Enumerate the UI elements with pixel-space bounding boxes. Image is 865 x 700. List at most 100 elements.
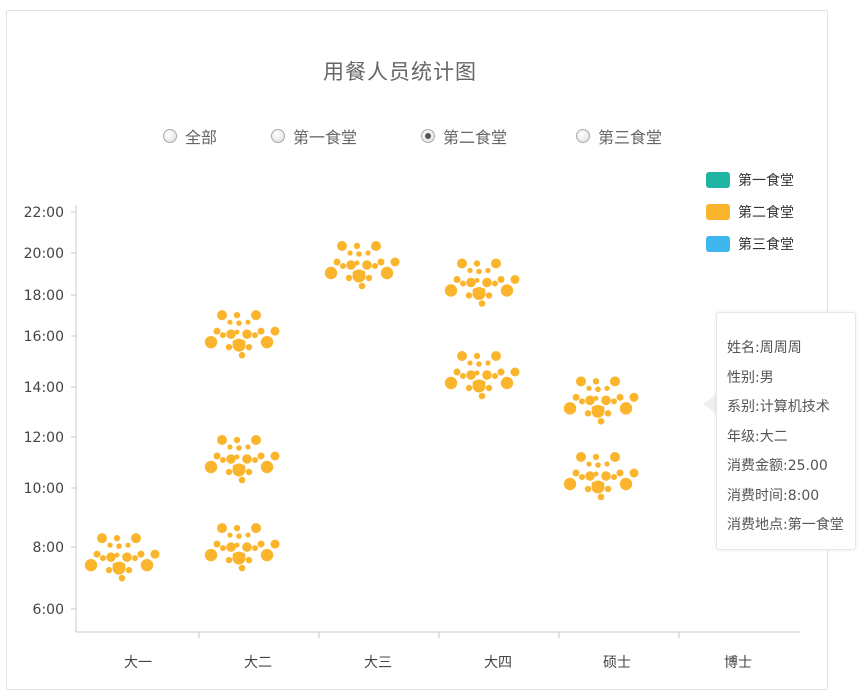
data-point[interactable] <box>260 548 274 562</box>
data-point[interactable] <box>122 552 132 562</box>
data-point[interactable] <box>116 543 122 549</box>
data-point[interactable] <box>252 545 258 552</box>
data-point[interactable] <box>465 292 473 299</box>
data-point[interactable] <box>100 555 106 562</box>
data-point[interactable] <box>118 574 126 582</box>
data-point[interactable] <box>585 471 595 481</box>
data-point[interactable] <box>252 457 258 463</box>
data-cluster[interactable] <box>563 376 639 425</box>
data-point[interactable] <box>629 468 639 478</box>
data-point[interactable] <box>84 558 98 572</box>
data-point[interactable] <box>225 468 233 476</box>
data-cluster[interactable] <box>563 452 639 501</box>
data-point[interactable] <box>597 418 605 425</box>
data-point[interactable] <box>476 268 482 275</box>
data-point[interactable] <box>245 532 251 538</box>
data-point[interactable] <box>480 380 486 386</box>
data-point[interactable] <box>105 566 113 574</box>
data-point[interactable] <box>240 339 246 345</box>
data-point[interactable] <box>213 452 221 460</box>
data-point[interactable] <box>112 562 118 568</box>
data-point[interactable] <box>234 329 240 335</box>
data-point[interactable] <box>576 452 586 462</box>
data-point[interactable] <box>227 444 233 450</box>
data-point[interactable] <box>226 454 236 464</box>
data-point[interactable] <box>592 378 600 385</box>
data-point[interactable] <box>610 376 620 387</box>
data-point[interactable] <box>236 320 242 326</box>
data-point[interactable] <box>457 258 467 269</box>
data-point[interactable] <box>232 339 238 345</box>
data-point[interactable] <box>234 454 240 460</box>
data-point[interactable] <box>365 274 373 282</box>
data-point[interactable] <box>236 445 242 451</box>
data-point[interactable] <box>233 524 241 532</box>
data-point[interactable] <box>252 332 258 339</box>
data-point[interactable] <box>492 373 498 379</box>
data-point[interactable] <box>601 395 611 406</box>
data-point[interactable] <box>474 370 480 376</box>
data-point[interactable] <box>371 241 381 251</box>
data-point[interactable] <box>579 398 585 405</box>
data-point[interactable] <box>466 277 476 288</box>
data-point[interactable] <box>240 552 246 558</box>
data-point[interactable] <box>472 380 478 386</box>
data-point[interactable] <box>132 555 138 562</box>
data-point[interactable] <box>270 451 280 461</box>
data-point[interactable] <box>347 250 353 256</box>
data-point[interactable] <box>217 523 227 534</box>
data-point[interactable] <box>242 329 252 339</box>
data-point[interactable] <box>365 250 371 256</box>
data-point[interactable] <box>616 393 624 401</box>
data-point[interactable] <box>572 469 580 477</box>
data-point[interactable] <box>345 274 353 282</box>
data-point[interactable] <box>107 542 113 548</box>
data-point[interactable] <box>453 276 461 283</box>
data-point[interactable] <box>619 402 633 415</box>
data-point[interactable] <box>233 311 241 319</box>
data-point[interactable] <box>204 335 218 349</box>
data-point[interactable] <box>497 276 505 283</box>
data-point[interactable] <box>586 461 592 467</box>
data-point[interactable] <box>601 471 611 481</box>
data-point[interactable] <box>220 332 226 339</box>
data-point[interactable] <box>465 384 473 392</box>
data-point[interactable] <box>140 558 154 572</box>
data-point[interactable] <box>238 351 246 359</box>
data-point[interactable] <box>245 468 253 476</box>
data-point[interactable] <box>453 368 461 376</box>
data-point[interactable] <box>563 477 577 491</box>
data-point[interactable] <box>457 351 467 361</box>
data-point[interactable] <box>604 485 612 493</box>
data-point[interactable] <box>497 368 505 376</box>
data-point[interactable] <box>354 260 360 266</box>
data-point[interactable] <box>220 457 226 463</box>
data-point[interactable] <box>240 464 246 470</box>
data-point[interactable] <box>593 395 599 401</box>
data-point[interactable] <box>467 267 473 274</box>
data-point[interactable] <box>251 523 261 534</box>
data-point[interactable] <box>473 260 481 267</box>
data-point[interactable] <box>234 542 240 548</box>
data-point[interactable] <box>390 257 400 267</box>
data-point[interactable] <box>137 550 145 558</box>
data-point[interactable] <box>604 410 612 417</box>
data-point[interactable] <box>444 376 458 390</box>
data-point[interactable] <box>485 384 493 392</box>
data-cluster[interactable] <box>84 533 160 582</box>
data-point[interactable] <box>352 270 358 276</box>
data-point[interactable] <box>476 361 482 367</box>
data-point[interactable] <box>604 461 610 467</box>
data-point[interactable] <box>500 284 514 297</box>
data-point[interactable] <box>478 300 486 307</box>
data-point[interactable] <box>242 454 252 464</box>
data-point[interactable] <box>232 552 238 558</box>
data-point[interactable] <box>204 548 218 562</box>
data-point[interactable] <box>251 310 261 321</box>
data-point[interactable] <box>585 395 595 406</box>
data-point[interactable] <box>213 327 221 335</box>
data-point[interactable] <box>492 280 498 287</box>
data-point[interactable] <box>358 282 366 290</box>
data-point[interactable] <box>260 460 274 474</box>
data-point[interactable] <box>233 436 241 444</box>
